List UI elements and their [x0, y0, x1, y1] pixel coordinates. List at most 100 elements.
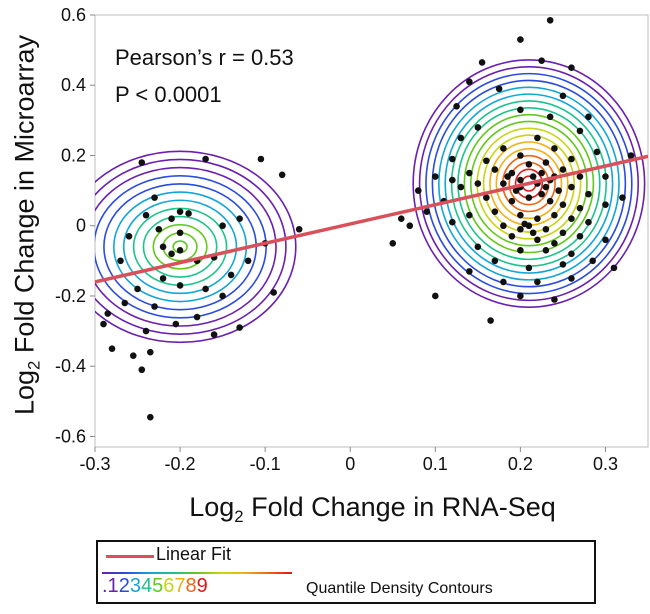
- contour-level-label: 4: [140, 575, 153, 597]
- data-point: [193, 313, 201, 321]
- data-point: [627, 152, 635, 159]
- data-point: [568, 275, 575, 282]
- data-point: [147, 413, 154, 421]
- data-point: [138, 366, 146, 374]
- data-point: [585, 113, 592, 121]
- contour-negative: [95, 166, 277, 327]
- contour-positive: [425, 72, 633, 295]
- data-point: [478, 59, 486, 66]
- data-point: [147, 348, 154, 356]
- data-point: [151, 303, 158, 310]
- data-point: [495, 85, 503, 93]
- data-point: [159, 275, 167, 282]
- data-point: [406, 222, 414, 230]
- contour-positive: [444, 93, 614, 274]
- data-point: [500, 278, 507, 286]
- data-point: [504, 173, 511, 180]
- data-point: [129, 352, 137, 359]
- data-point: [602, 236, 609, 244]
- x-tick-label: 0.2: [508, 454, 533, 470]
- data-point: [568, 183, 575, 191]
- y-tick-label: 0.4: [61, 75, 86, 95]
- data-point: [517, 176, 524, 184]
- data-point: [576, 127, 584, 135]
- data-point: [551, 145, 558, 152]
- contour-positive: [418, 65, 639, 302]
- data-point: [134, 285, 141, 293]
- y-tick-label: 0.2: [61, 145, 86, 165]
- data-point: [500, 180, 507, 187]
- contour-positive: [431, 79, 627, 288]
- data-point: [219, 292, 226, 300]
- data-point: [104, 310, 112, 317]
- contour-level-label: 2: [118, 575, 130, 597]
- y-tick-label: 0: [76, 216, 86, 236]
- data-point: [168, 215, 175, 223]
- data-point: [559, 166, 567, 173]
- y-tick-label: -0.4: [55, 356, 86, 376]
- data-point: [602, 201, 609, 208]
- linear-fit-line: [95, 154, 648, 284]
- contour-negative: [142, 215, 218, 278]
- data-point: [236, 215, 243, 223]
- data-point: [117, 257, 124, 265]
- data-point: [517, 292, 524, 300]
- contour-positive: [437, 86, 620, 281]
- y-axis-label: Log2 Fold Change in Microarray: [9, 34, 44, 416]
- data-point: [568, 155, 575, 163]
- contour-level-label: 3: [129, 575, 141, 597]
- data-point: [474, 180, 482, 187]
- data-point: [517, 211, 524, 219]
- data-points: [100, 16, 635, 421]
- data-point: [538, 169, 545, 177]
- x-tick-label: 0.1: [423, 454, 448, 470]
- contour-level-label: 5: [152, 575, 164, 597]
- data-point: [432, 173, 439, 180]
- x-tick-label: -0.1: [250, 454, 281, 470]
- contour-label: Quantile Density Contours: [306, 580, 493, 597]
- data-point: [423, 208, 431, 215]
- linear-fit-swatch: [106, 555, 154, 558]
- data-point: [236, 324, 243, 331]
- data-point: [389, 239, 397, 247]
- data-point: [466, 78, 473, 86]
- density-scatter-chart: -0.3 -0.2 -0.1 0 0.1 0.2 0.3 -0.6 -0.4 -0.2 0 0.2 0…: [55, 5, 649, 470]
- data-point: [219, 222, 226, 230]
- data-point: [538, 190, 545, 198]
- contour-positive: [412, 59, 646, 309]
- data-point: [529, 229, 537, 237]
- data-point: [585, 190, 592, 198]
- data-point: [172, 320, 180, 328]
- data-point: [525, 160, 533, 168]
- data-point: [125, 232, 133, 240]
- data-point: [508, 197, 516, 205]
- linear-fit-label: Linear Fit: [156, 544, 232, 564]
- contour-level-label: 9: [196, 575, 208, 597]
- data-point: [295, 225, 303, 233]
- data-point: [610, 264, 618, 272]
- data-point: [466, 211, 473, 219]
- data-point: [168, 250, 175, 258]
- data-point: [278, 171, 286, 179]
- data-point: [453, 103, 460, 110]
- data-point: [529, 173, 537, 180]
- data-point: [151, 194, 158, 201]
- data-point: [534, 134, 541, 142]
- contour-color-swatch: [102, 572, 292, 574]
- data-point: [432, 292, 439, 300]
- data-point: [585, 218, 592, 226]
- data-point: [474, 243, 482, 251]
- data-point: [576, 204, 584, 212]
- data-point: [185, 210, 192, 217]
- data-point: [491, 208, 499, 215]
- data-point: [491, 257, 499, 265]
- y-tick-label: -0.6: [55, 426, 86, 446]
- data-point: [517, 247, 524, 254]
- contour-negative: [95, 150, 297, 344]
- data-point: [517, 106, 524, 114]
- data-point: [602, 173, 609, 180]
- y-tick-label: -0.2: [55, 286, 86, 306]
- data-point: [108, 345, 116, 352]
- x-tick-label: -0.3: [79, 454, 110, 470]
- data-point: [551, 296, 558, 303]
